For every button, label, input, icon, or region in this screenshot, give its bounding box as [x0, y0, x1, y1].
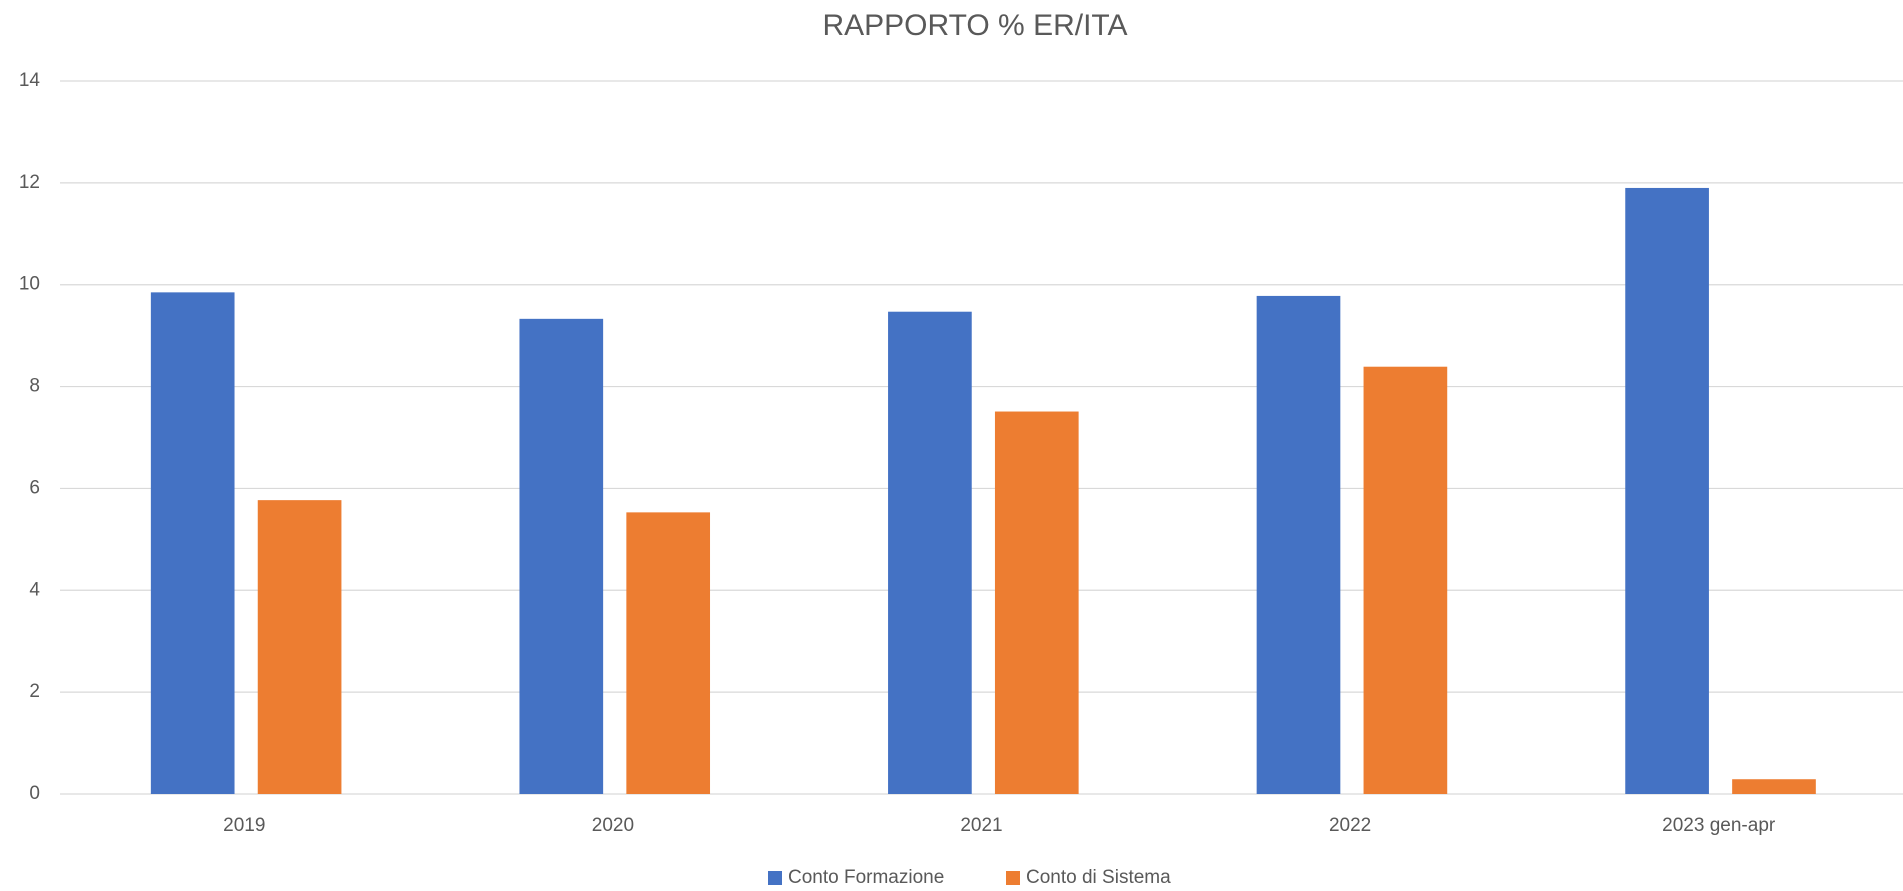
y-tick-label: 6 — [29, 477, 40, 498]
legend-swatch — [768, 871, 782, 885]
x-tick-label: 2020 — [592, 815, 634, 836]
bar — [626, 512, 711, 794]
y-tick-label: 0 — [29, 783, 40, 804]
y-tick-label: 10 — [19, 274, 40, 295]
x-tick-label: 2019 — [223, 815, 265, 836]
y-tick-label: 4 — [29, 579, 40, 600]
x-tick-label: 2023 gen-apr — [1662, 815, 1776, 836]
legend-swatch — [1006, 871, 1020, 885]
bar — [1732, 779, 1816, 794]
bar — [994, 411, 1079, 794]
y-tick-label: 2 — [29, 681, 40, 702]
bar — [1625, 187, 1709, 794]
bar — [519, 318, 604, 794]
y-tick-label: 8 — [29, 376, 40, 397]
bar — [150, 292, 235, 794]
bar — [257, 500, 342, 794]
y-tick-label: 14 — [19, 70, 41, 91]
bar — [888, 311, 972, 794]
x-tick-label: 2021 — [960, 815, 1002, 836]
y-tick-label: 12 — [19, 172, 40, 193]
legend-label: Conto Formazione — [788, 867, 944, 888]
x-tick-label: 2022 — [1329, 815, 1371, 836]
legend-label: Conto di Sistema — [1026, 867, 1171, 888]
bar — [1256, 295, 1341, 794]
chart-title: RAPPORTO % ER/ITA — [822, 9, 1127, 42]
bar — [1363, 366, 1448, 794]
